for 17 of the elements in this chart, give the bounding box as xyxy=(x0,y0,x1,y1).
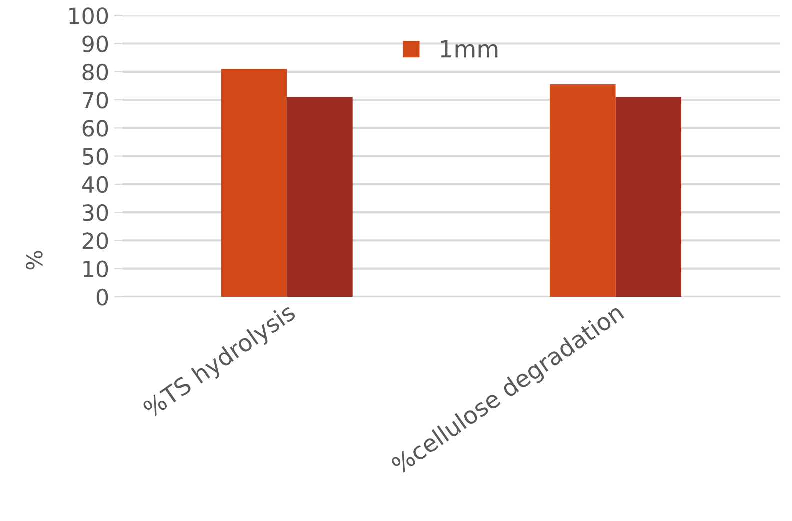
y-axis-title: % xyxy=(26,251,43,270)
y-tick-label: 70 xyxy=(83,92,108,109)
bar xyxy=(550,84,616,297)
y-tick-label: 60 xyxy=(82,120,108,137)
y-tick-label: 50 xyxy=(83,148,108,166)
bar xyxy=(221,69,288,297)
bar xyxy=(616,97,682,297)
y-tick-label: 30 xyxy=(82,204,108,222)
y-tick-label: 100 xyxy=(70,8,108,24)
y-tick-label: 40 xyxy=(82,176,108,194)
legend-label: 1mm xyxy=(441,40,498,58)
y-tick-label: 20 xyxy=(82,232,108,250)
y-tick-label: 80 xyxy=(82,64,108,81)
y-tick-label: 10 xyxy=(84,260,108,278)
bar xyxy=(287,97,353,297)
y-tick-label: 0 xyxy=(96,288,108,306)
y-tick-label: 90 xyxy=(82,36,108,53)
